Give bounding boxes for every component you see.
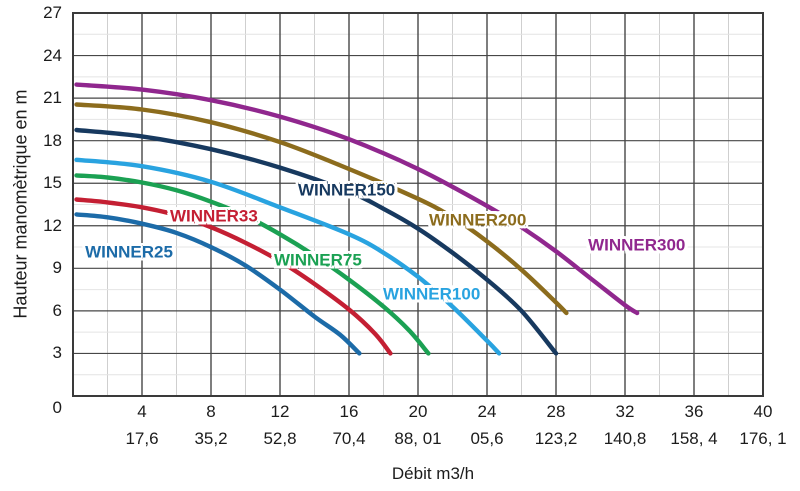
x-tick-label: 36 — [684, 402, 704, 421]
curve-winner200 — [74, 102, 569, 316]
series-label-winner75: WINNER75 — [273, 250, 362, 270]
y-axis-title: Hauteur manomètrique en m — [10, 89, 31, 319]
series-label-winner25: WINNER25 — [85, 242, 173, 262]
curve-winner300 — [74, 82, 640, 316]
x-tick-label-row2: 05,6 — [470, 429, 504, 448]
curve-winner75 — [74, 173, 431, 356]
x-tick-label: 32 — [615, 402, 635, 421]
x-tick-label: 24 — [477, 402, 497, 421]
y-tick-label: 18 — [43, 130, 62, 150]
y-tick-label: 27 — [43, 3, 62, 22]
x-tick-label-row2: 176, 1 — [739, 429, 787, 448]
y-tick-label: 3 — [52, 343, 62, 363]
x-tick-label: 4 — [137, 402, 147, 421]
x-tick-label-row2: 123,2 — [534, 429, 578, 448]
y-tick-label: 15 — [43, 173, 62, 193]
origin-tick-label: 0 — [52, 398, 62, 417]
x-tick-label-row2: 52,8 — [263, 429, 297, 448]
x-tick-label: 40 — [753, 402, 773, 421]
x-tick-label: 8 — [206, 402, 216, 421]
x-tick-label-row2: 17,6 — [125, 429, 159, 448]
series-label-winner200: WINNER200 — [429, 210, 527, 230]
x-tick-label: 12 — [270, 402, 290, 421]
series-label-winner150: WINNER150 — [297, 180, 396, 200]
curve-winner33 — [74, 197, 393, 356]
x-tick-label-row2: 158, 4 — [670, 429, 718, 448]
x-tick-label-row2: 88, 01 — [394, 429, 442, 448]
plot-frame — [72, 12, 764, 397]
x-tick-label: 28 — [546, 402, 566, 421]
x-tick-label-row2: 35,2 — [194, 429, 228, 448]
series-label-winner33: WINNER33 — [169, 206, 258, 226]
y-tick-label: 9 — [52, 258, 62, 278]
curve-winner25 — [74, 212, 362, 356]
curve-winner150 — [74, 127, 559, 356]
x-axis-title: Débit m3/h — [391, 464, 475, 483]
series-label-winner300: WINNER300 — [588, 235, 686, 255]
x-tick-label: 20 — [408, 402, 428, 421]
y-tick-label: 12 — [43, 215, 62, 235]
series-label-winner100: WINNER100 — [382, 284, 481, 304]
y-tick-label: 6 — [52, 300, 62, 320]
curve-winner100 — [74, 157, 502, 356]
x-tick-label-row2: 140,8 — [603, 429, 647, 448]
y-tick-label: 21 — [43, 88, 62, 108]
x-tick-label: 16 — [339, 402, 359, 421]
y-tick-label: 24 — [43, 45, 62, 65]
x-tick-label-row2: 70,4 — [332, 429, 366, 448]
